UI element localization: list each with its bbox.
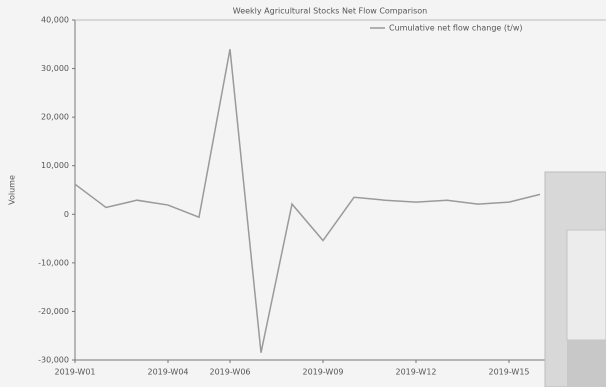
- y-tick-label: 30,000: [41, 64, 69, 73]
- x-tick-label: 2019-W01: [54, 368, 95, 377]
- y-tick-label: 10,000: [41, 161, 69, 170]
- x-tick-label: 2019-W12: [395, 368, 436, 377]
- y-tick-label: -20,000: [38, 307, 69, 316]
- legend-label: Cumulative net flow change (t/w): [389, 24, 523, 33]
- x-tick-label: 2019-W15: [488, 368, 529, 377]
- y-tick-label: 40,000: [41, 16, 69, 25]
- x-tick-label: 2019-W09: [302, 368, 343, 377]
- x-tick-label: 2019-W06: [209, 368, 250, 377]
- overlay-panel: [567, 230, 606, 340]
- x-tick-label: 2019-W04: [147, 368, 188, 377]
- chart-title: Weekly Agricultural Stocks Net Flow Comp…: [233, 7, 427, 16]
- y-axis-label: Volume: [8, 175, 17, 205]
- chart: Weekly Agricultural Stocks Net Flow Comp…: [0, 0, 606, 387]
- overlay-footer: [567, 340, 606, 387]
- y-tick-label: 20,000: [41, 113, 69, 122]
- y-tick-label: -10,000: [38, 258, 69, 267]
- y-tick-label: -30,000: [38, 356, 69, 365]
- y-tick-label: 0: [64, 210, 69, 219]
- background: [0, 0, 606, 387]
- legend: Cumulative net flow change (t/w): [370, 24, 523, 33]
